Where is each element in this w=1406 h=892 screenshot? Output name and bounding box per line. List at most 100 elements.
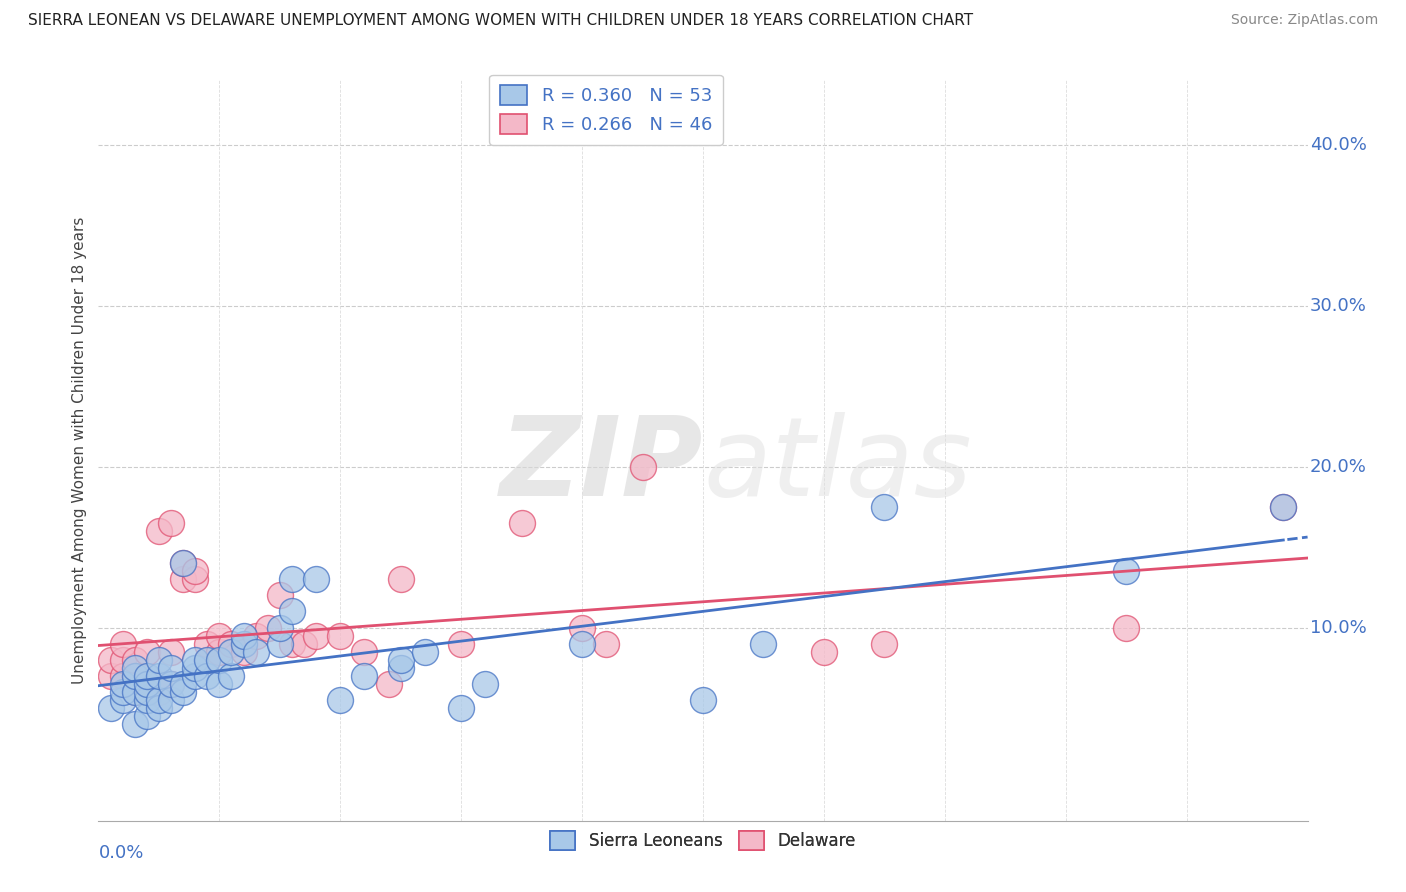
Point <box>269 637 291 651</box>
Point <box>124 669 146 683</box>
Point <box>160 661 183 675</box>
Point <box>631 459 654 474</box>
Point <box>195 669 218 683</box>
Point <box>595 637 617 651</box>
Point <box>135 677 157 691</box>
Point <box>389 661 412 675</box>
Point <box>124 685 146 699</box>
Text: ZIP: ZIP <box>499 412 703 519</box>
Point <box>245 645 267 659</box>
Point <box>148 701 170 715</box>
Point <box>184 669 207 683</box>
Point <box>1115 564 1137 578</box>
Point <box>184 653 207 667</box>
Point <box>413 645 436 659</box>
Point <box>281 604 304 618</box>
Text: SIERRA LEONEAN VS DELAWARE UNEMPLOYMENT AMONG WOMEN WITH CHILDREN UNDER 18 YEARS: SIERRA LEONEAN VS DELAWARE UNEMPLOYMENT … <box>28 13 973 29</box>
Point <box>148 653 170 667</box>
Text: 40.0%: 40.0% <box>1310 136 1367 153</box>
Point <box>111 693 134 707</box>
Point <box>148 677 170 691</box>
Point <box>329 693 352 707</box>
Point <box>172 685 194 699</box>
Point <box>208 653 231 667</box>
Point <box>135 669 157 683</box>
Point <box>172 556 194 570</box>
Legend: Sierra Leoneans, Delaware: Sierra Leoneans, Delaware <box>544 825 862 856</box>
Point <box>353 669 375 683</box>
Point <box>221 669 243 683</box>
Text: 0.0%: 0.0% <box>98 845 143 863</box>
Text: 10.0%: 10.0% <box>1310 618 1367 637</box>
Point <box>111 677 134 691</box>
Point <box>377 677 399 691</box>
Point <box>353 645 375 659</box>
Point <box>389 572 412 586</box>
Point <box>124 653 146 667</box>
Point <box>195 653 218 667</box>
Point <box>148 669 170 683</box>
Point <box>873 500 896 514</box>
Text: 30.0%: 30.0% <box>1310 297 1367 315</box>
Point <box>184 661 207 675</box>
Point <box>305 628 328 642</box>
Point <box>111 685 134 699</box>
Point <box>208 677 231 691</box>
Point <box>389 653 412 667</box>
Point <box>221 645 243 659</box>
Point <box>135 669 157 683</box>
Point <box>195 653 218 667</box>
Point <box>232 637 254 651</box>
Point <box>148 693 170 707</box>
Point <box>474 677 496 691</box>
Point <box>160 677 183 691</box>
Y-axis label: Unemployment Among Women with Children Under 18 years: Unemployment Among Women with Children U… <box>72 217 87 684</box>
Point <box>184 564 207 578</box>
Point <box>135 709 157 723</box>
Point <box>813 645 835 659</box>
Point <box>160 693 183 707</box>
Point <box>281 637 304 651</box>
Point <box>124 661 146 675</box>
Point <box>100 669 122 683</box>
Point <box>1115 620 1137 634</box>
Point <box>305 572 328 586</box>
Point <box>873 637 896 651</box>
Point <box>692 693 714 707</box>
Point <box>100 653 122 667</box>
Point <box>135 685 157 699</box>
Point <box>135 693 157 707</box>
Point <box>752 637 775 651</box>
Point <box>450 637 472 651</box>
Point <box>269 588 291 602</box>
Point <box>124 717 146 731</box>
Point <box>172 556 194 570</box>
Point <box>148 524 170 538</box>
Point <box>571 637 593 651</box>
Point <box>160 677 183 691</box>
Point <box>1272 500 1295 514</box>
Point <box>269 620 291 634</box>
Point <box>135 677 157 691</box>
Point <box>571 620 593 634</box>
Point <box>195 637 218 651</box>
Point <box>184 572 207 586</box>
Text: Source: ZipAtlas.com: Source: ZipAtlas.com <box>1230 13 1378 28</box>
Point <box>111 669 134 683</box>
Point <box>329 628 352 642</box>
Point <box>111 653 134 667</box>
Point <box>172 572 194 586</box>
Point <box>1272 500 1295 514</box>
Point <box>111 637 134 651</box>
Point <box>510 516 533 530</box>
Text: atlas: atlas <box>703 412 972 519</box>
Point <box>292 637 315 651</box>
Point <box>450 701 472 715</box>
Point <box>124 685 146 699</box>
Point <box>160 516 183 530</box>
Text: 20.0%: 20.0% <box>1310 458 1367 475</box>
Point <box>135 645 157 659</box>
Point <box>208 628 231 642</box>
Point <box>245 628 267 642</box>
Point <box>124 669 146 683</box>
